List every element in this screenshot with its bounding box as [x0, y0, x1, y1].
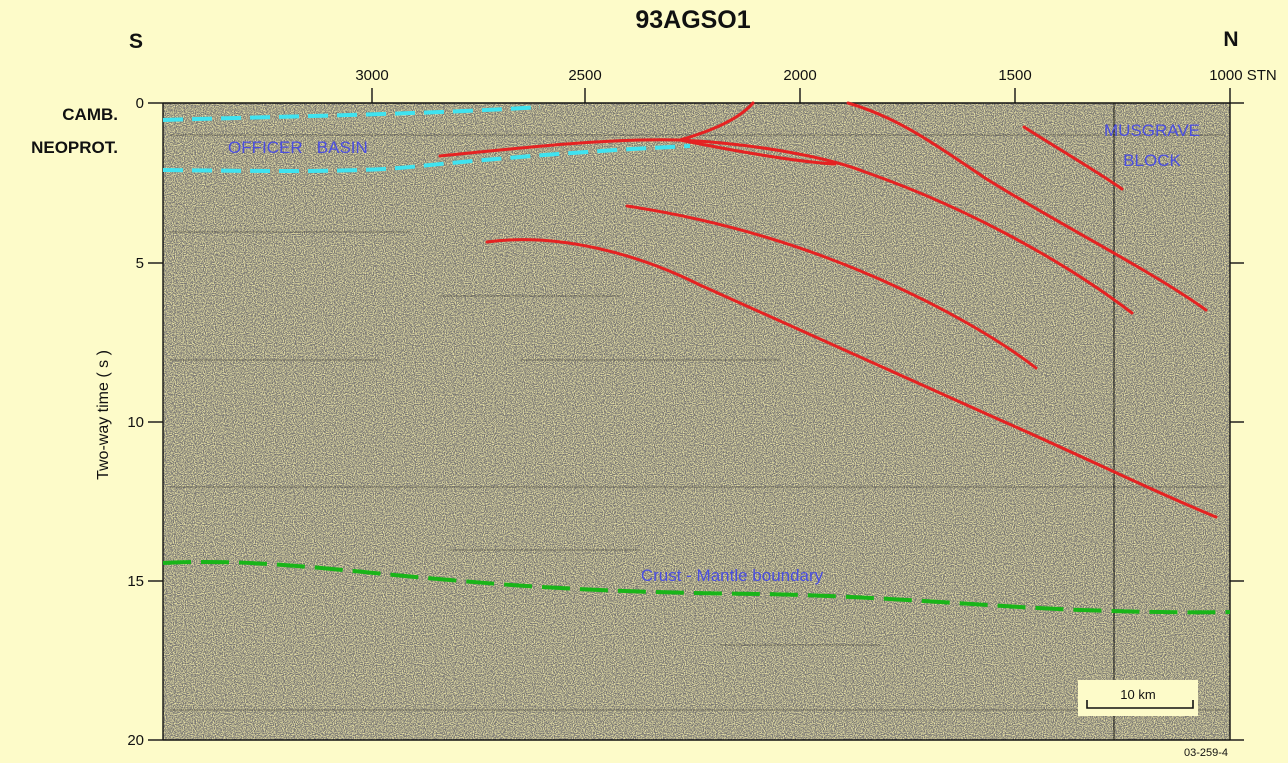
unit-label-neoproterozoic: NEOPROT.	[31, 138, 118, 157]
unit-label-cambrian: CAMB.	[62, 105, 118, 124]
x-tick-label-2500: 2500	[568, 67, 601, 84]
fault-north-ramp	[846, 101, 1208, 312]
fault-flat-west	[438, 138, 682, 158]
direction-north: N	[1223, 28, 1238, 51]
x-tick-label-2000: 2000	[783, 67, 816, 84]
direction-south: S	[129, 30, 143, 53]
y-tick-label-10: 10	[127, 414, 144, 431]
thrust-faults	[438, 101, 1218, 519]
y-tick-label-20: 20	[127, 732, 144, 749]
scale-bar-line	[1086, 700, 1194, 709]
figure-id: 03-259-4	[1184, 747, 1228, 759]
y-axis-ticks	[148, 102, 1244, 741]
x-axis-ticks	[371, 88, 1231, 103]
scale-bar-box	[1078, 680, 1198, 716]
fault-flat-lower	[678, 138, 837, 166]
musgrave-block-label-line2: BLOCK	[1123, 151, 1181, 170]
scale-bar: 10 km	[1078, 680, 1198, 716]
y-tick-label-5: 5	[136, 255, 144, 272]
moho-boundary	[162, 559, 1231, 615]
basin-boundaries	[162, 105, 691, 174]
reflector-lines	[170, 134, 1225, 711]
neoproterozoic-base-boundary	[162, 144, 691, 174]
moho-label: Crust - Mantle boundary	[641, 566, 824, 585]
musgrave-block-label-line1: MUSGRAVE	[1104, 121, 1200, 140]
fault-main-ramp	[678, 138, 1134, 315]
fault-middle	[625, 204, 1038, 370]
seismic-panel	[163, 103, 1230, 740]
seismic-grain-texture	[163, 103, 1230, 740]
fault-branch-upper	[678, 101, 755, 142]
fault-musgrave	[1022, 125, 1124, 191]
scale-bar-label: 10 km	[1120, 687, 1155, 702]
figure-title: 93AGSO1	[635, 6, 750, 34]
fault-deep	[485, 238, 1218, 519]
x-tick-label-1000-stn: 1000 STN	[1209, 67, 1277, 84]
x-tick-label-1500: 1500	[998, 67, 1031, 84]
y-tick-label-0: 0	[136, 95, 144, 112]
officer-basin-label: OFFICER BASIN	[228, 138, 368, 157]
y-axis-label: Two-way time ( s )	[95, 350, 112, 480]
y-tick-label-15: 15	[127, 573, 144, 590]
x-tick-label-3000: 3000	[355, 67, 388, 84]
cambrian-base-boundary	[162, 105, 541, 122]
